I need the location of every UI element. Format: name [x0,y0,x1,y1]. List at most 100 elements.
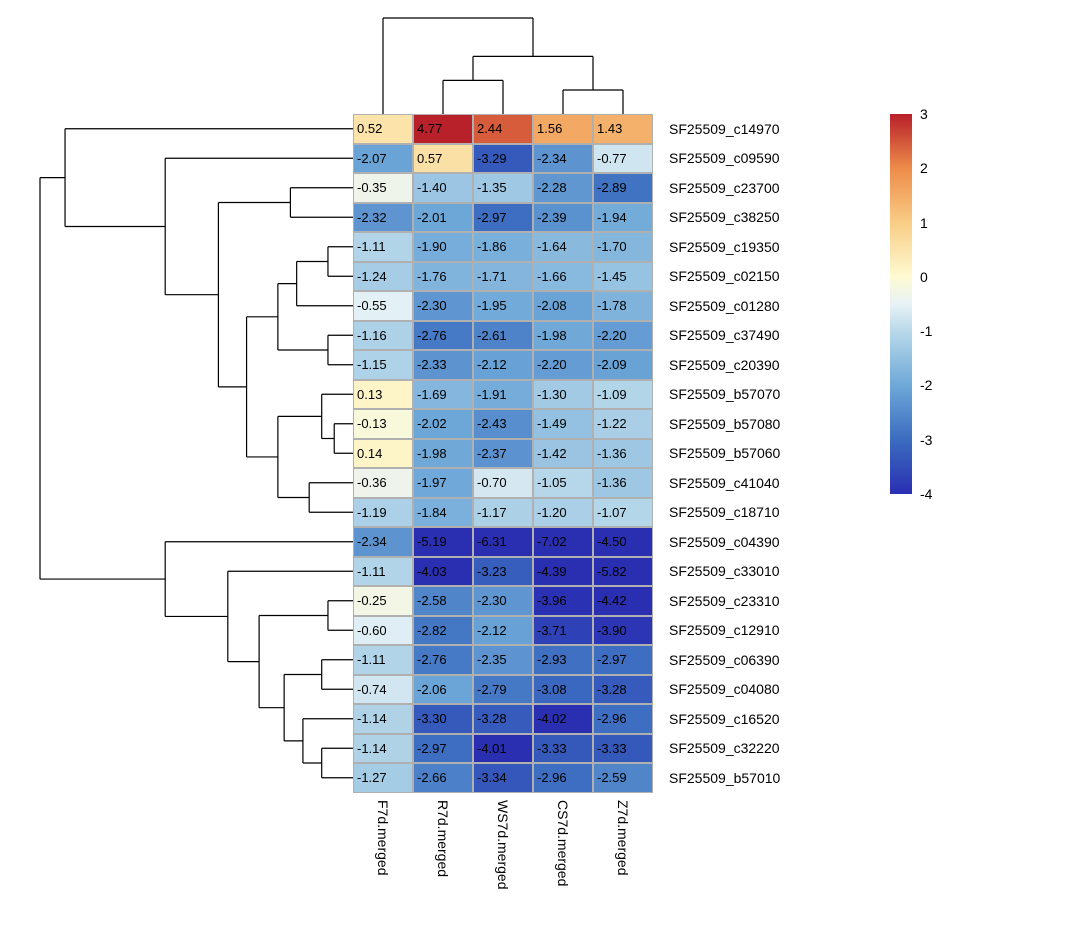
heatmap-cell: -3.28 [473,704,533,734]
row-label: SF25509_c18710 [663,498,780,528]
heatmap-cell: -1.90 [413,232,473,262]
heatmap-cell: -2.66 [413,763,473,793]
heatmap-cell: -3.33 [593,734,653,764]
row-label: SF25509_c19350 [663,232,780,262]
heatmap-cell: -1.69 [413,380,473,410]
heatmap-cell: -1.24 [353,262,413,292]
row-label: SF25509_c41040 [663,468,780,498]
heatmap-cell: -1.42 [533,439,593,469]
heatmap-cell: -2.34 [353,527,413,557]
row-label: SF25509_c23310 [663,586,780,616]
heatmap-cell: -3.90 [593,616,653,646]
heatmap-row: -1.14-3.30-3.28-4.02-2.96 [353,704,653,734]
heatmap-cell: -4.03 [413,557,473,587]
heatmap-cell: -1.11 [353,557,413,587]
heatmap-cell: -1.45 [593,262,653,292]
heatmap-cell: -2.34 [533,144,593,174]
heatmap-cell: -3.30 [413,704,473,734]
row-label: SF25509_c23700 [663,173,780,203]
heatmap-row: -1.11-2.76-2.35-2.93-2.97 [353,645,653,675]
heatmap-cell: -2.06 [413,675,473,705]
colorbar-tick: 3 [920,106,928,122]
heatmap-row: -0.60-2.82-2.12-3.71-3.90 [353,616,653,646]
heatmap-cell: -0.55 [353,291,413,321]
heatmap-cell: -2.30 [413,291,473,321]
heatmap-cell: -2.61 [473,321,533,351]
colorbar-tick: -2 [920,377,932,393]
heatmap-cell: -3.71 [533,616,593,646]
heatmap-cell: -2.39 [533,203,593,233]
heatmap-cell: -2.12 [473,616,533,646]
heatmap-cell: -2.58 [413,586,473,616]
heatmap-cell: -2.89 [593,173,653,203]
chart-root: 0.524.772.441.561.43-2.070.57-3.29-2.34-… [0,0,1080,950]
heatmap-cell: -2.76 [413,645,473,675]
heatmap-cell: -0.35 [353,173,413,203]
row-label: SF25509_c12910 [663,616,780,646]
row-label: SF25509_c38250 [663,203,780,233]
heatmap-cell: -2.01 [413,203,473,233]
row-label: SF25509_b57080 [663,409,780,439]
colorbar: 3210-1-2-3-4 [890,114,1010,494]
row-label: SF25509_c14970 [663,114,780,144]
heatmap-cell: -1.35 [473,173,533,203]
row-label: SF25509_c09590 [663,144,780,174]
heatmap-cell: -4.42 [593,586,653,616]
heatmap-cell: -1.86 [473,232,533,262]
heatmap-cell: 2.44 [473,114,533,144]
heatmap-cell: -1.14 [353,704,413,734]
column-label: F7d.merged [375,800,391,875]
heatmap-cell: -0.70 [473,468,533,498]
heatmap-cell: -0.25 [353,586,413,616]
heatmap-cell: -1.36 [593,439,653,469]
heatmap-cell: -1.98 [413,439,473,469]
heatmap-row: -1.16-2.76-2.61-1.98-2.20 [353,321,653,351]
heatmap-cell: -1.07 [593,498,653,528]
heatmap-cell: -1.16 [353,321,413,351]
heatmap-cell: -1.27 [353,763,413,793]
heatmap-cell: -1.98 [533,321,593,351]
heatmap-cell: 0.52 [353,114,413,144]
heatmap-cell: -2.35 [473,645,533,675]
row-label: SF25509_c20390 [663,350,780,380]
column-label: WS7d.merged [495,800,511,889]
row-label: SF25509_c06390 [663,645,780,675]
heatmap-cell: -2.08 [533,291,593,321]
heatmap-cell: -1.17 [473,498,533,528]
heatmap-cell: -1.05 [533,468,593,498]
heatmap-row: 0.524.772.441.561.43 [353,114,653,144]
heatmap-cell: -4.39 [533,557,593,587]
column-label: CS7d.merged [555,800,571,886]
heatmap-cell: -1.94 [593,203,653,233]
colorbar-tick: 0 [920,269,928,285]
heatmap-cell: -2.32 [353,203,413,233]
heatmap-cell: -2.07 [353,144,413,174]
heatmap-row: -1.11-4.03-3.23-4.39-5.82 [353,557,653,587]
heatmap-cell: -5.19 [413,527,473,557]
heatmap-cell: -0.60 [353,616,413,646]
row-dendrogram [40,114,353,794]
heatmap-cell: 1.43 [593,114,653,144]
heatmap-cell: -1.20 [533,498,593,528]
heatmap-cell: -2.97 [593,645,653,675]
heatmap-cell: -1.78 [593,291,653,321]
heatmap-cell: -3.96 [533,586,593,616]
heatmap-cell: -2.30 [473,586,533,616]
heatmap-row: -2.070.57-3.29-2.34-0.77 [353,144,653,174]
heatmap-cell: -1.76 [413,262,473,292]
column-dendrogram [353,18,653,114]
heatmap-cell: -1.11 [353,232,413,262]
heatmap-cell: -2.96 [593,704,653,734]
heatmap-cell: -2.20 [533,350,593,380]
heatmap-cell: -3.29 [473,144,533,174]
row-label: SF25509_c32220 [663,734,780,764]
heatmap-cell: -3.34 [473,763,533,793]
heatmap-row: -1.11-1.90-1.86-1.64-1.70 [353,232,653,262]
heatmap-cell: -4.50 [593,527,653,557]
heatmap-cell: -2.96 [533,763,593,793]
heatmap-cell: -3.33 [533,734,593,764]
heatmap-cell: -2.93 [533,645,593,675]
heatmap-cell: -2.82 [413,616,473,646]
heatmap-grid: 0.524.772.441.561.43-2.070.57-3.29-2.34-… [353,114,653,793]
heatmap-cell: -7.02 [533,527,593,557]
